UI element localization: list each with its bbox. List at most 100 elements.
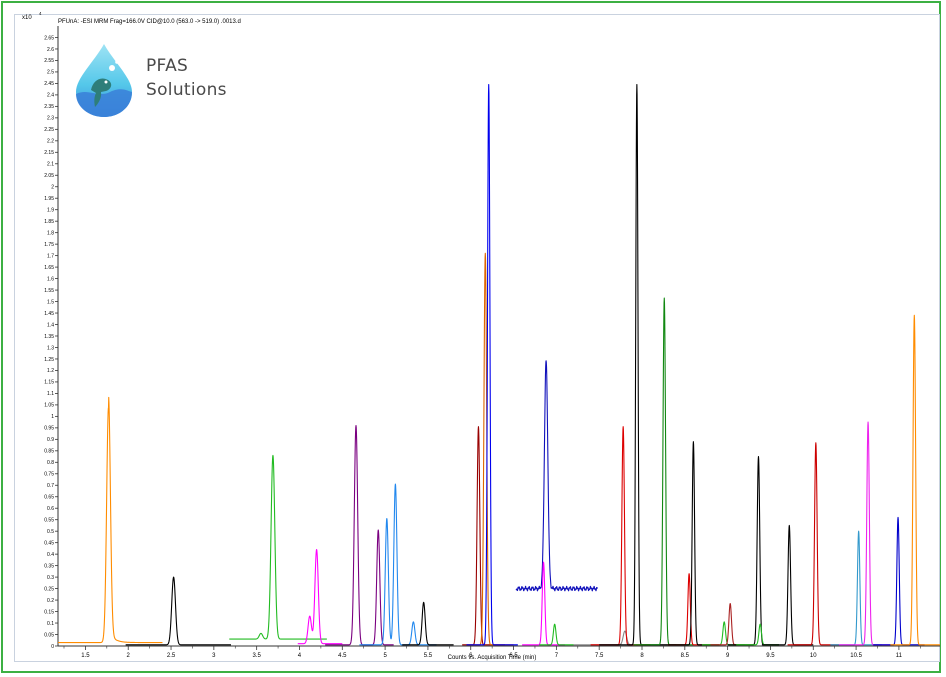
logo-text-line2: Solutions bbox=[146, 80, 227, 100]
series-trace-15 bbox=[590, 426, 651, 646]
series-trace-6 bbox=[359, 483, 437, 646]
y-tick-label: 0 bbox=[51, 644, 54, 650]
logo-text-line1: PFAS bbox=[146, 56, 189, 76]
series-trace-29 bbox=[890, 314, 941, 646]
series-trace-2 bbox=[125, 576, 232, 646]
y-tick-label: 2.1 bbox=[47, 162, 54, 168]
y-tick-label: 2.3 bbox=[47, 116, 54, 122]
series-trace-24 bbox=[761, 524, 814, 646]
y-tick-label: 1.95 bbox=[44, 196, 54, 202]
y-tick-label: 1.8 bbox=[47, 230, 54, 236]
y-tick-label: 1 bbox=[51, 414, 54, 420]
x-tick-label: 7.5 bbox=[595, 653, 604, 659]
series-trace-26 bbox=[830, 530, 883, 646]
series-trace-13 bbox=[538, 623, 574, 646]
y-tick-label: 0.95 bbox=[44, 426, 54, 432]
x-axis-label: Counts vs. Acquisition Time (min) bbox=[448, 655, 537, 661]
x-tick-label: 11 bbox=[896, 653, 903, 659]
x-tick-label: 1.5 bbox=[81, 653, 90, 659]
y-tick-label: 2.6 bbox=[47, 47, 54, 53]
y-tick-label: 0.55 bbox=[44, 518, 54, 524]
y-tick-label: 1.9 bbox=[47, 208, 54, 214]
y-tick-label: 1.75 bbox=[44, 242, 54, 248]
y-tick-label: 1.05 bbox=[44, 403, 54, 409]
x-tick-label: 6 bbox=[469, 653, 473, 659]
y-tick-label: 2.2 bbox=[47, 139, 54, 145]
y-tick-label: 2.45 bbox=[44, 81, 54, 87]
series-trace-21 bbox=[710, 602, 754, 646]
y-tick-label: 1.35 bbox=[44, 334, 54, 340]
y-tick-label: 1.55 bbox=[44, 288, 54, 294]
series-trace-23 bbox=[735, 623, 780, 646]
y-tick-label: 0.9 bbox=[47, 437, 54, 443]
series-trace-5 bbox=[324, 425, 395, 646]
series-trace-12 bbox=[521, 561, 566, 646]
x-tick-label: 5.5 bbox=[424, 653, 433, 659]
x-tick-label: 10.5 bbox=[850, 653, 862, 659]
series-trace-20 bbox=[701, 621, 746, 646]
y-multiplier-exponent: 4 bbox=[39, 11, 42, 16]
chart-title: PFUnA: -ESI MRM Frag=166.0V CID@10.0 (56… bbox=[58, 19, 241, 25]
y-tick-label: 1.65 bbox=[44, 265, 54, 271]
series-trace-22 bbox=[727, 456, 780, 646]
plot-frame bbox=[14, 14, 940, 662]
y-tick-label: 2.25 bbox=[44, 127, 54, 133]
y-tick-label: 1.1 bbox=[47, 391, 54, 397]
series-trace-10 bbox=[466, 84, 519, 646]
series-trace-27 bbox=[838, 421, 891, 646]
y-tick-label: 0.4 bbox=[47, 552, 54, 558]
y-tick-label: 2 bbox=[51, 185, 54, 191]
x-tick-label: 9 bbox=[726, 653, 730, 659]
y-tick-label: 0.3 bbox=[47, 575, 54, 581]
y-tick-label: 0.1 bbox=[47, 621, 54, 627]
series-trace-1 bbox=[57, 396, 163, 644]
y-tick-label: 0.25 bbox=[44, 586, 54, 592]
y-tick-label: 1.3 bbox=[47, 345, 54, 351]
series-trace-16 bbox=[598, 84, 669, 646]
y-tick-label: 0.8 bbox=[47, 460, 54, 466]
series-trace-18 bbox=[667, 573, 711, 646]
x-tick-label: 4.5 bbox=[338, 653, 347, 659]
y-tick-label: 2.35 bbox=[44, 104, 54, 110]
y-tick-label: 0.65 bbox=[44, 495, 54, 501]
x-tick-label: 4 bbox=[298, 653, 302, 659]
series-trace-7 bbox=[401, 601, 454, 646]
y-tick-label: 1.45 bbox=[44, 311, 54, 317]
x-tick-label: 3.5 bbox=[252, 653, 261, 659]
x-tick-label: 9.5 bbox=[766, 653, 775, 659]
x-tick-label: 2.5 bbox=[167, 653, 176, 659]
plot-area bbox=[57, 84, 941, 646]
y-tick-label: 0.05 bbox=[44, 632, 54, 638]
series-trace-4 bbox=[297, 549, 343, 645]
x-tick-label: 8.5 bbox=[681, 653, 690, 659]
x-tick-label: 10 bbox=[810, 653, 817, 659]
y-tick-label: 2.4 bbox=[47, 93, 54, 99]
y-tick-label: 0.35 bbox=[44, 563, 54, 569]
x-tick-label: 3 bbox=[212, 653, 216, 659]
water-drop-fish-icon bbox=[76, 44, 132, 117]
y-tick-label: 0.7 bbox=[47, 483, 54, 489]
y-tick-label: 1.4 bbox=[47, 322, 54, 328]
y-tick-label: 1.25 bbox=[44, 357, 54, 363]
pfas-solutions-logo: PFAS Solutions bbox=[68, 42, 238, 118]
y-tick-label: 0.45 bbox=[44, 540, 54, 546]
y-tick-label: 2.05 bbox=[44, 173, 54, 179]
y-tick-label: 1.85 bbox=[44, 219, 54, 225]
x-tick-label: 7 bbox=[555, 653, 559, 659]
y-tick-label: 2.55 bbox=[44, 58, 54, 64]
y-tick-label: 1.7 bbox=[47, 253, 54, 259]
y-tick-label: 1.2 bbox=[47, 368, 54, 374]
y-tick-label: 0.6 bbox=[47, 506, 54, 512]
y-tick-label: 1.15 bbox=[44, 380, 54, 386]
x-tick-label: 6.5 bbox=[509, 653, 518, 659]
axes: 0 0.05 0.1 0.15 0.2 0.25 0.3 0.35 0.4 0.45 0.5 0.55… bbox=[44, 26, 940, 659]
series-trace-11 bbox=[515, 360, 598, 592]
y-tick-label: 0.15 bbox=[44, 609, 54, 615]
series-trace-25 bbox=[787, 442, 840, 646]
y-tick-label: 0.75 bbox=[44, 472, 54, 478]
x-tick-label: 2 bbox=[127, 653, 131, 659]
series-trace-28 bbox=[872, 516, 925, 646]
y-tick-label: 2.65 bbox=[44, 35, 54, 41]
